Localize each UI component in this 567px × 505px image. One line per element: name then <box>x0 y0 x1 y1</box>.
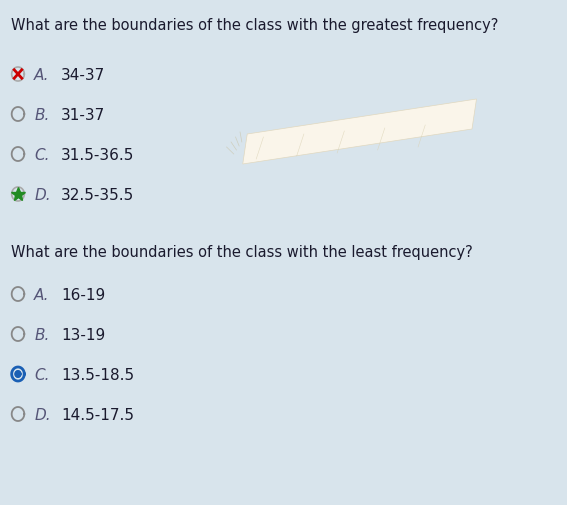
Text: A.: A. <box>34 67 50 82</box>
Text: What are the boundaries of the class with the greatest frequency?: What are the boundaries of the class wit… <box>11 18 498 33</box>
Polygon shape <box>243 100 476 165</box>
Text: D.: D. <box>34 187 51 202</box>
Text: 31-37: 31-37 <box>61 107 105 122</box>
Text: 31.5-36.5: 31.5-36.5 <box>61 147 134 162</box>
Text: What are the boundaries of the class with the least frequency?: What are the boundaries of the class wit… <box>11 244 472 260</box>
Text: 14.5-17.5: 14.5-17.5 <box>61 407 134 422</box>
Text: B.: B. <box>34 327 49 342</box>
Text: 34-37: 34-37 <box>61 67 105 82</box>
Text: 16-19: 16-19 <box>61 287 105 302</box>
Text: 13-19: 13-19 <box>61 327 105 342</box>
Text: B.: B. <box>34 107 49 122</box>
Text: 32.5-35.5: 32.5-35.5 <box>61 187 134 202</box>
Text: 13.5-18.5: 13.5-18.5 <box>61 367 134 382</box>
Text: D.: D. <box>34 407 51 422</box>
Text: C.: C. <box>34 367 50 382</box>
Text: A.: A. <box>34 287 50 302</box>
Polygon shape <box>15 371 21 377</box>
Text: C.: C. <box>34 147 50 162</box>
